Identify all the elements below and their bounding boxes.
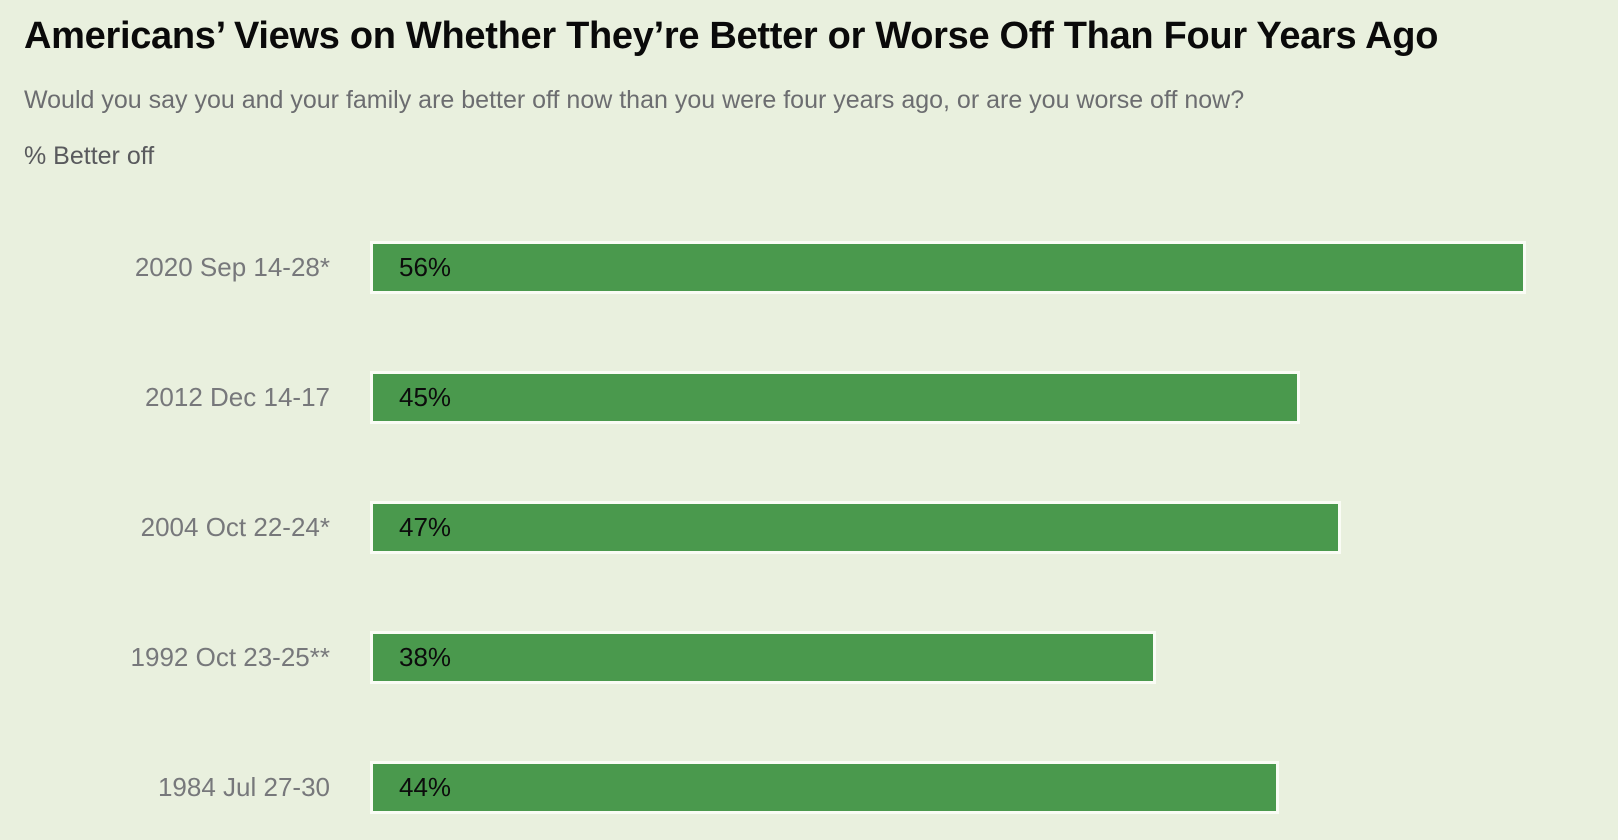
value-label: 38% [399,642,452,673]
bar: 56% [370,241,1526,295]
category-label: 2012 Dec 14-17 [144,382,330,413]
value-label: 47% [399,512,452,543]
bar-track: 56% [370,241,1602,295]
category-label: 2020 Sep 14-28* [134,252,330,283]
category-label: 1992 Oct 23-25** [130,642,330,673]
bar: 45% [370,371,1300,425]
bar-row: 2004 Oct 22-24* 47% [24,501,1602,555]
value-label: 44% [399,772,452,803]
chart-subtitle: Would you say you and your family are be… [24,85,1245,114]
bar: 38% [370,631,1157,685]
bar-track: 45% [370,371,1602,425]
bar-row: 2012 Dec 14-17 45% [24,371,1602,425]
chart-title: Americans’ Views on Whether They’re Bett… [24,15,1439,57]
axis-unit-label: % Better off [24,142,155,171]
bar-track: 47% [370,501,1602,555]
value-label: 56% [399,252,452,283]
bar-row: 2020 Sep 14-28* 56% [24,241,1602,295]
bar-row: 1984 Jul 27-30 44% [24,761,1602,815]
value-label: 45% [399,382,452,413]
bar-row: 1992 Oct 23-25** 38% [24,631,1602,685]
bar-track: 44% [370,761,1602,815]
bar: 44% [370,761,1280,815]
category-label: 2004 Oct 22-24* [140,512,330,543]
category-label: 1984 Jul 27-30 [157,772,330,803]
bar: 47% [370,501,1342,555]
bar-track: 38% [370,631,1602,685]
horizontal-bar-chart: 2020 Sep 14-28* 56% 2012 Dec 14-17 45% 2004 … [24,241,1602,815]
